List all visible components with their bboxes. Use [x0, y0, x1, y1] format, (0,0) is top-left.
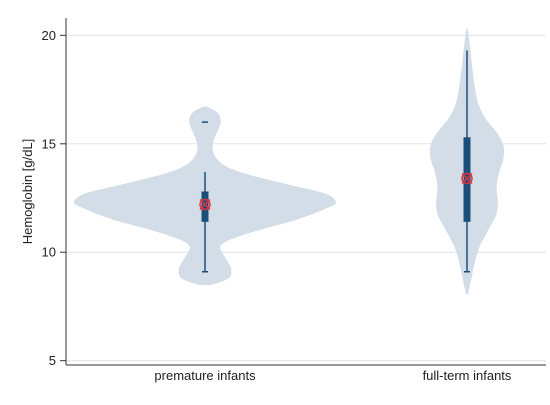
y-tick-label: 10 [42, 245, 56, 260]
iqr-box [201, 191, 209, 222]
x-category-label: premature infants [154, 368, 256, 383]
x-category-labels: premature infants full-term infants [154, 368, 512, 383]
axes [65, 18, 546, 366]
median-circle [461, 172, 473, 185]
median-cross [461, 172, 473, 185]
y-tick-label: 15 [42, 136, 56, 151]
y-ticks: 5 10 15 20 [42, 28, 66, 368]
y-tick-label: 20 [42, 28, 56, 43]
median-cross [199, 198, 211, 211]
median-circle [199, 198, 211, 211]
y-tick-label: 5 [49, 353, 56, 368]
x-category-label: full-term infants [423, 368, 512, 383]
violins [74, 27, 505, 295]
iqr-box [463, 137, 471, 222]
y-axis-title: Hemoglobin [g/dL] [20, 139, 35, 245]
